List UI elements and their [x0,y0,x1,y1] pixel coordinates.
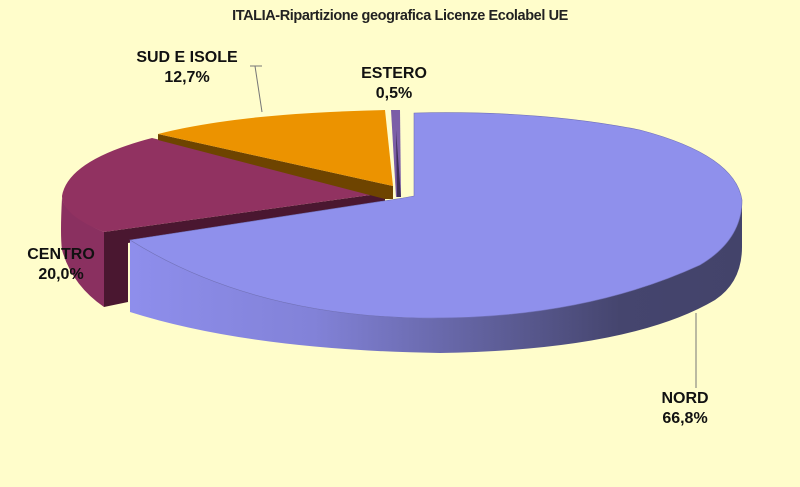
label-nord-name: NORD [661,390,709,407]
label-estero-name: ESTERO [361,65,427,82]
label-sud-e-isoles: SUD E ISOLE 12,7% [118,48,256,88]
label-centro-name: CENTRO [27,246,95,263]
label-sud-name: SUD E ISOLE [136,49,238,66]
leader-line-sud-2 [254,65,263,113]
slice-centro [61,138,385,307]
label-centro: CENTRO 20,0% [16,245,106,285]
label-centro-pct: 20,0% [38,266,84,283]
slice-sud-e-isole [158,110,393,199]
slice-estero [391,110,401,197]
label-nord: NORD 66,8% [640,389,730,429]
slice-nord [129,112,743,353]
label-nord-pct: 66,8% [662,410,708,427]
label-sud-pct: 12,7% [164,69,210,86]
chart-title: ITALIA-Ripartizione geografica Licenze E… [232,8,568,24]
label-estero-pct: 0,5% [375,85,413,102]
label-estero: ESTERO 0,5% [344,64,444,104]
